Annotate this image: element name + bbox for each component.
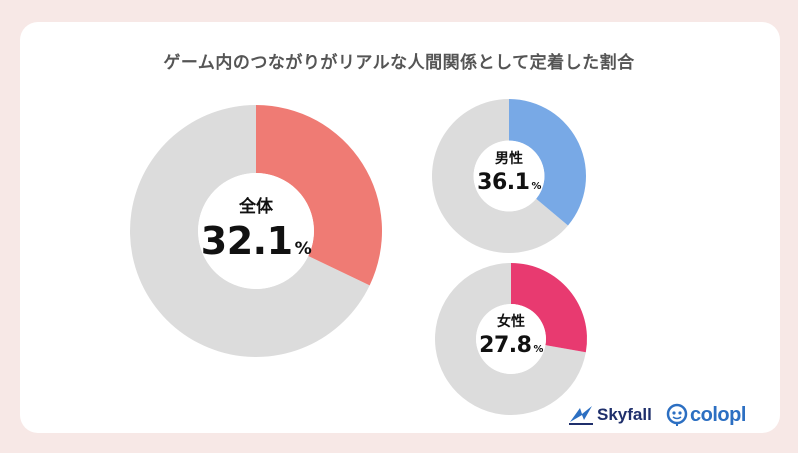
donut-female-remainder [435, 263, 586, 415]
donut-male-label: 男性 36.1% [469, 148, 549, 195]
donut-overall-name: 全体 [239, 197, 273, 217]
donut-overall-remainder [130, 105, 370, 357]
donut-female-hole [476, 304, 546, 374]
colopl-logo: colopl [666, 400, 746, 430]
donut-overall-slice [256, 105, 382, 286]
skyfall-mark-icon [569, 406, 593, 425]
donut-male-remainder [432, 99, 569, 253]
donut-female-name: 女性 [497, 314, 525, 330]
donut-overall-label: 全体 32.1% [200, 192, 312, 263]
donut-female-slice [511, 263, 587, 353]
donut-female-label: 女性 27.8% [471, 311, 551, 358]
donut-male-hole [473, 140, 545, 212]
donut-male-name: 男性 [495, 151, 523, 167]
skyfall-logo: Skyfall [568, 400, 652, 430]
donut-overall [130, 105, 382, 357]
donut-male-value: 36.1% [477, 170, 541, 195]
donut-female [435, 263, 587, 415]
donut-female-value: 27.8% [479, 333, 543, 358]
colopl-mascot-icon [666, 403, 688, 426]
donut-male-slice [509, 99, 586, 226]
donut-overall-hole [198, 173, 314, 289]
chart-title: ゲーム内のつながりがリアルな人間関係として定着した割合 [163, 53, 635, 73]
logo-area: Skyfall colopl [568, 400, 778, 430]
donut-overall-value: 32.1% [200, 219, 312, 263]
donut-male [432, 99, 586, 253]
